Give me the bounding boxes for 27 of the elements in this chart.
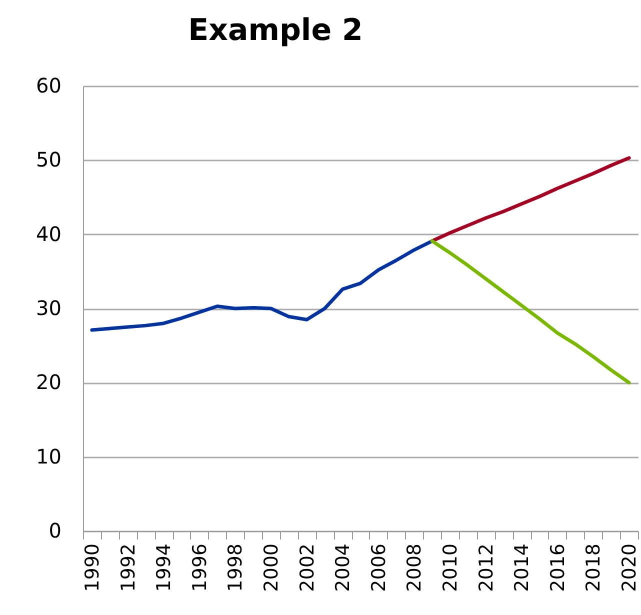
y-tick-label: 0 [48, 518, 62, 542]
x-tick-label: 2018 [582, 544, 605, 592]
x-tick-label: 2016 [546, 544, 569, 592]
y-tick-label: 40 [36, 222, 62, 246]
x-tick-label: 1998 [224, 544, 247, 592]
x-tick-label: 2012 [475, 544, 498, 592]
x-tick-label: 2010 [440, 544, 462, 592]
y-tick-label: 30 [36, 296, 62, 320]
x-tick-label: 2014 [511, 544, 534, 592]
x-tick-label: 2006 [368, 544, 390, 592]
chart-title: Example 2 [188, 13, 363, 48]
y-tick-label: 10 [36, 444, 62, 468]
y-tick-label: 50 [36, 148, 62, 172]
line-series [430, 156, 631, 243]
x-tick-label: 2004 [332, 544, 354, 592]
x-tick-label: 1992 [117, 544, 140, 592]
y-tick-label: 20 [36, 370, 62, 394]
x-tick-label: 2008 [404, 544, 426, 592]
x-tick-label: 1990 [81, 544, 104, 592]
x-tick-label: 2002 [296, 544, 318, 592]
y-tick-label: 60 [36, 74, 62, 98]
x-tick-label: 2000 [260, 544, 282, 592]
x-tick-label: 1996 [188, 544, 211, 592]
x-tick-label: 2020 [618, 544, 641, 592]
x-tick-label: 1994 [153, 544, 176, 592]
line-series [430, 239, 631, 384]
line-series [90, 239, 434, 332]
